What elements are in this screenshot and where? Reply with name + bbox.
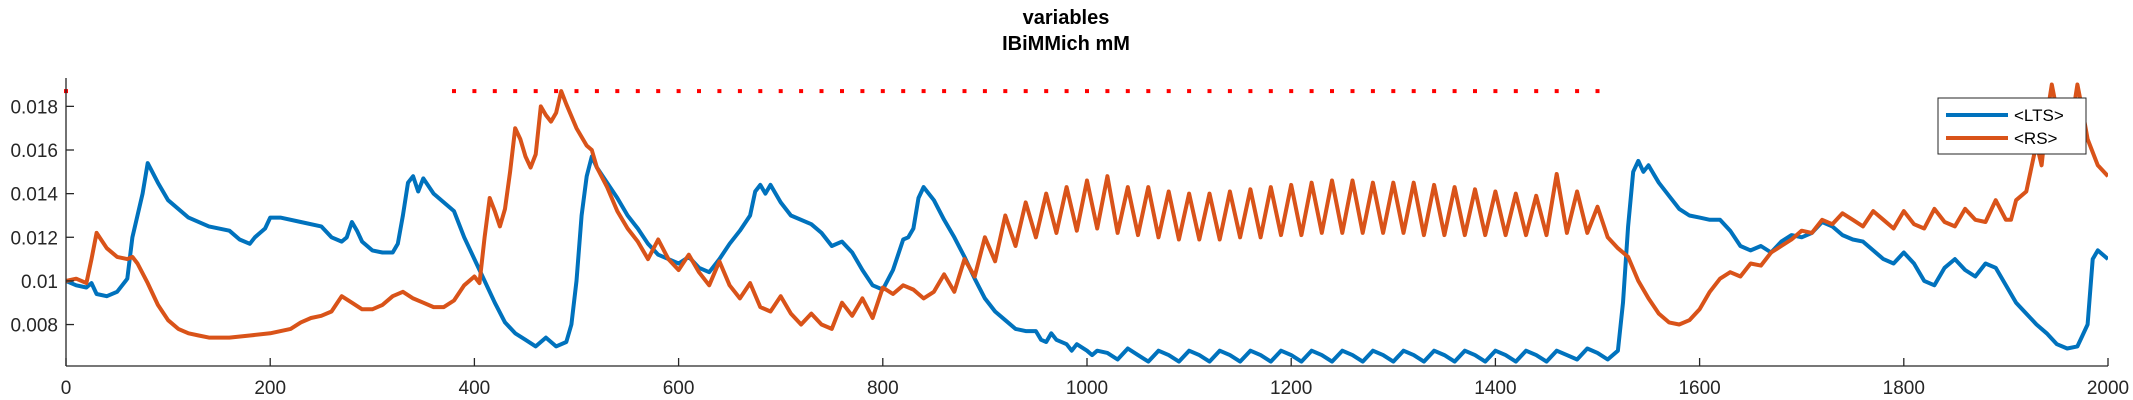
marker-point bbox=[1044, 89, 1049, 94]
marker-point bbox=[492, 89, 497, 94]
plot-area bbox=[64, 82, 2108, 364]
x-tick-label: 1000 bbox=[1066, 378, 1108, 399]
marker-point bbox=[921, 89, 926, 94]
marker-point bbox=[1166, 89, 1171, 94]
x-tick-label: 0 bbox=[61, 378, 72, 399]
marker-point bbox=[594, 89, 599, 94]
marker-point bbox=[1370, 89, 1375, 94]
marker-point bbox=[1513, 89, 1518, 94]
marker-point bbox=[1248, 89, 1253, 94]
marker-point bbox=[1575, 89, 1580, 94]
marker-point bbox=[1105, 89, 1110, 94]
marker-point bbox=[533, 89, 538, 94]
marker-point bbox=[1411, 89, 1416, 94]
x-tick-label: 2000 bbox=[2087, 378, 2129, 399]
marker-point bbox=[1187, 89, 1192, 94]
marker-point bbox=[1432, 89, 1437, 94]
legend-box bbox=[1937, 97, 2087, 155]
x-tick-label: 200 bbox=[254, 378, 286, 399]
marker-point bbox=[1534, 89, 1539, 94]
series-line-lts bbox=[66, 154, 2108, 364]
x-tick-label: 1200 bbox=[1270, 378, 1312, 399]
marker-point bbox=[1350, 89, 1355, 94]
marker-point bbox=[574, 89, 579, 94]
legend-label: <RS> bbox=[2014, 129, 2058, 148]
marker-point bbox=[942, 89, 947, 94]
series-line-rs bbox=[66, 82, 2108, 340]
marker-point bbox=[819, 89, 824, 94]
marker-point bbox=[1554, 89, 1559, 94]
marker-point bbox=[962, 89, 967, 94]
y-axis: 0.008 0.01 0.012 0.014 0.016 0.018 bbox=[10, 78, 74, 366]
x-tick-label: 1800 bbox=[1883, 378, 1925, 399]
x-tick-label: 1600 bbox=[1678, 378, 1720, 399]
chart-subtitle: IBiMMich mM bbox=[1002, 33, 1130, 55]
marker-point bbox=[472, 89, 477, 94]
marker-point bbox=[799, 89, 804, 94]
x-axis: 0 200 400 600 800 1000 1200 1400 1600 1800 2000 bbox=[61, 358, 2129, 399]
marker-point bbox=[758, 89, 763, 94]
x-tick-label: 400 bbox=[459, 378, 491, 399]
marker-point bbox=[1146, 89, 1151, 94]
marker-point bbox=[1064, 89, 1069, 94]
marker-point bbox=[1207, 89, 1212, 94]
marker-point bbox=[1023, 89, 1028, 94]
marker-point bbox=[1085, 89, 1089, 94]
y-tick-label: 0.008 bbox=[10, 316, 58, 337]
marker-point bbox=[615, 89, 620, 94]
marker-point bbox=[1391, 89, 1396, 94]
legend: <LTS> <RS> bbox=[1937, 97, 2087, 155]
marker-point bbox=[1125, 89, 1130, 94]
x-tick-label: 800 bbox=[867, 378, 899, 399]
marker-point bbox=[452, 89, 456, 94]
marker-point bbox=[513, 89, 518, 94]
marker-point bbox=[1003, 89, 1008, 94]
y-tick-label: 0.016 bbox=[10, 141, 58, 162]
marker-point bbox=[840, 89, 844, 94]
marker-point bbox=[1309, 89, 1314, 94]
marker-point bbox=[1452, 89, 1457, 94]
marker-point bbox=[717, 89, 722, 94]
y-tick-label: 0.014 bbox=[10, 185, 58, 206]
marker-point bbox=[697, 89, 701, 94]
marker-point bbox=[1289, 89, 1294, 94]
marker-point bbox=[737, 89, 742, 94]
marker-point bbox=[1493, 89, 1498, 94]
marker-point bbox=[1595, 89, 1600, 94]
x-tick-label: 600 bbox=[663, 378, 695, 399]
marker-point bbox=[778, 89, 783, 94]
y-tick-label: 0.01 bbox=[21, 272, 58, 293]
marker-point bbox=[1227, 89, 1232, 94]
y-tick-label: 0.018 bbox=[10, 97, 58, 118]
marker-point bbox=[860, 89, 865, 94]
marker-point bbox=[982, 89, 987, 94]
legend-label: <LTS> bbox=[2014, 106, 2064, 125]
marker-point bbox=[901, 89, 906, 94]
x-tick-label: 1400 bbox=[1474, 378, 1516, 399]
y-tick-label: 0.012 bbox=[10, 228, 58, 249]
marker-point bbox=[554, 89, 559, 94]
chart-title: variables bbox=[1023, 7, 1110, 29]
marker-point bbox=[880, 89, 885, 94]
marker-point bbox=[1473, 89, 1477, 94]
marker-point bbox=[676, 89, 681, 94]
marker-point bbox=[635, 89, 640, 94]
marker-point bbox=[1268, 89, 1273, 94]
marker-point bbox=[1330, 89, 1334, 94]
marker-point bbox=[656, 89, 661, 94]
